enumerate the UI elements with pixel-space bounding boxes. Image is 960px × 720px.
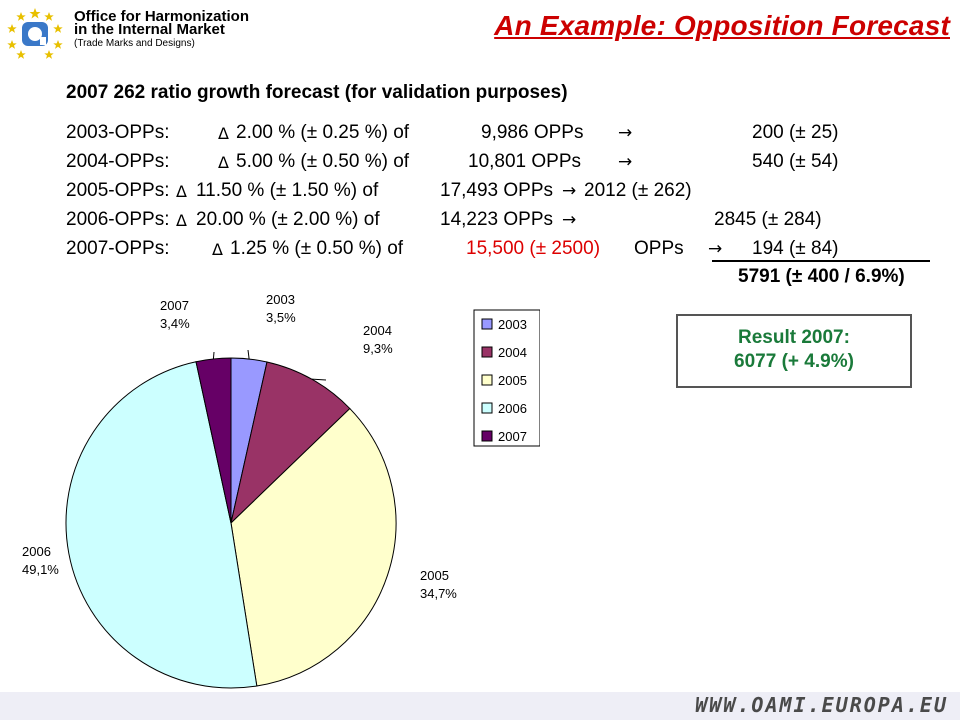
leader-line-2007: [212, 351, 215, 359]
forecast-label: 2007-OPPs:: [66, 238, 170, 259]
forecast-result: 194 (± 84): [752, 238, 839, 259]
forecast-result: 2845 (± 284): [714, 209, 822, 230]
forecast-pct: 20.00 % (± 2.00 %) of: [196, 209, 380, 230]
result-line-1: Result 2007:: [738, 327, 850, 348]
forecast-total: 5791 (± 400 / 6.9%): [738, 266, 905, 287]
slice-value-label-2003: 3,5%: [266, 310, 296, 325]
forecast-base-suffix: OPPs: [634, 238, 684, 259]
forecast-result: 540 (± 54): [752, 151, 839, 172]
sum-underline: [712, 260, 930, 262]
org-line-3: (Trade Marks and Designs): [74, 38, 195, 49]
forecast-subtitle: 2007 262 ratio growth forecast (for vali…: [66, 82, 568, 103]
forecast-label: 2005-OPPs:: [66, 180, 170, 201]
delta-icon: Δ: [218, 153, 229, 172]
forecast-base: 10,801 OPPs: [468, 151, 582, 172]
forecast-label: 2003-OPPs:: [66, 122, 170, 143]
pie-chart-panel: 2003 3,5% 2004 9,3% 2005 34,7% 2006 49,1% 2007 3,…: [8, 282, 541, 690]
forecast-result: 2012 (± 262): [584, 180, 692, 201]
forecast-result: 200 (± 25): [752, 122, 839, 143]
footer-url: WWW.OAMI.EUROPA.EU: [695, 693, 948, 717]
leader-line-2004: [311, 378, 327, 381]
right-arrow-icon: →: [562, 181, 577, 201]
legend-swatch-2004: [481, 346, 493, 358]
page-title: An Example: Opposition Forecast: [494, 10, 950, 41]
legend-swatch-2005: [481, 374, 493, 386]
forecast-pct: 5.00 % (± 0.50 %) of: [236, 151, 410, 172]
slice-value-label-2006: 49,1%: [22, 562, 59, 577]
forecast-label: 2004-OPPs:: [66, 151, 170, 172]
pie-chart: 2003 3,5% 2004 9,3% 2005 34,7% 2006 49,1% 2007 3,…: [22, 292, 541, 689]
result-box: Result 2007: 6077 (+ 4.9%): [676, 314, 912, 388]
legend-label-2007: 2007: [498, 429, 527, 444]
header-band: Office for Harmonization in the Internal…: [0, 0, 960, 64]
right-arrow-icon: →: [618, 152, 633, 172]
delta-icon: Δ: [218, 124, 229, 143]
forecast-pct: 11.50 % (± 1.50 %) of: [196, 180, 379, 201]
legend-label-2006: 2006: [498, 401, 527, 416]
pie-slice-2007: [195, 357, 232, 524]
org-line-1: Office for Harmonization: [74, 8, 250, 25]
forecast-label: 2006-OPPs:: [66, 209, 170, 230]
org-name: Office for Harmonization in the Internal…: [74, 8, 250, 50]
slice-value-label-2007: 3,4%: [160, 316, 190, 331]
delta-icon: Δ: [176, 182, 187, 201]
slice-label-2006: 2006: [22, 544, 51, 559]
oami-logo-icon: [7, 8, 63, 59]
slice-label-2005: 2005: [420, 568, 449, 583]
legend-label-2004: 2004: [498, 345, 527, 360]
pie-slice-2005: [230, 407, 397, 687]
forecast-base-red: 15,500 (± 2500): [466, 238, 601, 259]
legend-label-2003: 2003: [498, 317, 527, 332]
pie-slice-2006: [65, 361, 258, 689]
forecast-base: 9,986 OPPs: [481, 122, 584, 143]
slice-label-2004: 2004: [363, 323, 392, 338]
right-arrow-icon: →: [562, 210, 577, 230]
forecast-pct: 1.25 % (± 0.50 %) of: [230, 238, 404, 259]
slice-value-label-2005: 34,7%: [420, 586, 457, 601]
legend-label-2005: 2005: [498, 373, 527, 388]
org-line-2: in the Internal Market: [74, 21, 225, 38]
slice-label-2007: 2007: [160, 298, 189, 313]
legend-swatch-2007: [481, 430, 493, 442]
legend-swatch-2006: [481, 402, 493, 414]
forecast-base: 14,223 OPPs: [440, 209, 554, 230]
footer-band: WWW.OAMI.EUROPA.EU: [0, 692, 960, 720]
forecast-pct: 2.00 % (± 0.25 %) of: [236, 122, 410, 143]
leader-line-2003: [247, 349, 250, 360]
forecast-base: 17,493 OPPs: [440, 180, 554, 201]
right-arrow-icon: →: [618, 123, 633, 143]
result-line-2: 6077 (+ 4.9%): [734, 351, 854, 372]
delta-icon: Δ: [212, 240, 223, 259]
slice-value-label-2004: 9,3%: [363, 341, 393, 356]
slice-label-2003: 2003: [266, 292, 295, 307]
legend-swatch-2003: [481, 318, 493, 330]
delta-icon: Δ: [176, 211, 187, 230]
right-arrow-icon: →: [708, 239, 723, 259]
